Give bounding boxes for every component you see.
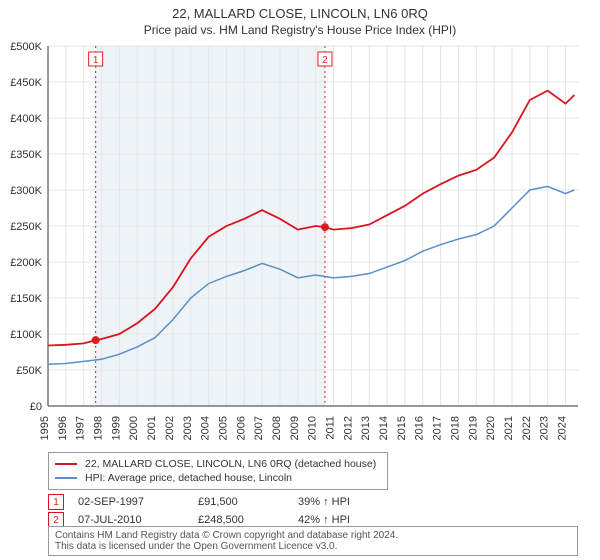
footer: Contains HM Land Registry data © Crown c… xyxy=(48,526,578,556)
svg-text:2016: 2016 xyxy=(414,416,426,440)
sale-row: 1 02-SEP-1997 £91,500 39% ↑ HPI xyxy=(48,494,578,510)
chart-title: 22, MALLARD CLOSE, LINCOLN, LN6 0RQ xyxy=(0,0,600,21)
svg-text:2013: 2013 xyxy=(360,416,372,440)
svg-text:£200K: £200K xyxy=(10,257,42,269)
sale-delta: 42% ↑ HPI xyxy=(298,514,350,526)
svg-text:1997: 1997 xyxy=(75,416,87,440)
chart-svg: £0£50K£100K£150K£200K£250K£300K£350K£400… xyxy=(48,46,578,406)
svg-text:1996: 1996 xyxy=(57,416,69,440)
svg-text:1999: 1999 xyxy=(110,416,122,440)
sale-delta: 39% ↑ HPI xyxy=(298,496,350,508)
legend-swatch xyxy=(55,463,77,465)
svg-text:1: 1 xyxy=(93,55,99,66)
sale-price: £248,500 xyxy=(198,514,298,526)
svg-text:2001: 2001 xyxy=(146,416,158,440)
legend-item: 22, MALLARD CLOSE, LINCOLN, LN6 0RQ (det… xyxy=(55,457,381,471)
svg-text:2022: 2022 xyxy=(521,416,533,440)
svg-text:2003: 2003 xyxy=(182,416,194,440)
svg-text:2009: 2009 xyxy=(289,416,301,440)
svg-text:2007: 2007 xyxy=(253,416,265,440)
sale-price: £91,500 xyxy=(198,496,298,508)
x-axis: 1995 1996 1997 1998 1999 2000 2001 2002 2003 2004… xyxy=(0,406,600,450)
sale-date: 02-SEP-1997 xyxy=(78,496,198,508)
svg-text:£450K: £450K xyxy=(10,77,42,89)
svg-text:£350K: £350K xyxy=(10,149,42,161)
svg-text:2: 2 xyxy=(322,55,328,66)
legend: 22, MALLARD CLOSE, LINCOLN, LN6 0RQ (det… xyxy=(48,452,388,490)
svg-text:£250K: £250K xyxy=(10,221,42,233)
svg-text:2024: 2024 xyxy=(557,416,569,440)
svg-text:£300K: £300K xyxy=(10,185,42,197)
svg-text:2006: 2006 xyxy=(235,416,247,440)
legend-label: HPI: Average price, detached house, Linc… xyxy=(85,472,292,484)
svg-text:2015: 2015 xyxy=(396,416,408,440)
svg-text:2021: 2021 xyxy=(503,416,515,440)
svg-text:2012: 2012 xyxy=(342,416,354,440)
svg-text:2014: 2014 xyxy=(378,416,390,440)
sale-badge: 1 xyxy=(48,494,64,510)
svg-text:2019: 2019 xyxy=(467,416,479,440)
svg-text:2008: 2008 xyxy=(271,416,283,440)
svg-text:2020: 2020 xyxy=(485,416,497,440)
svg-text:1995: 1995 xyxy=(39,416,51,440)
svg-text:2010: 2010 xyxy=(307,416,319,440)
svg-text:2002: 2002 xyxy=(164,416,176,440)
svg-text:2017: 2017 xyxy=(432,416,444,440)
svg-text:£150K: £150K xyxy=(10,293,42,305)
svg-text:2023: 2023 xyxy=(539,416,551,440)
svg-text:£50K: £50K xyxy=(16,365,42,377)
svg-text:2018: 2018 xyxy=(449,416,461,440)
svg-text:2004: 2004 xyxy=(200,416,212,440)
svg-text:2011: 2011 xyxy=(325,416,337,440)
sale-date: 07-JUL-2010 xyxy=(78,514,198,526)
chart-container: 22, MALLARD CLOSE, LINCOLN, LN6 0RQ Pric… xyxy=(0,0,600,560)
legend-item: HPI: Average price, detached house, Linc… xyxy=(55,471,381,485)
svg-text:2005: 2005 xyxy=(217,416,229,440)
svg-text:£100K: £100K xyxy=(10,329,42,341)
footer-line: Contains HM Land Registry data © Crown c… xyxy=(55,530,571,541)
legend-swatch xyxy=(55,477,77,479)
legend-label: 22, MALLARD CLOSE, LINCOLN, LN6 0RQ (det… xyxy=(85,458,376,470)
svg-text:£500K: £500K xyxy=(10,41,42,53)
chart-subtitle: Price paid vs. HM Land Registry's House … xyxy=(0,21,600,43)
svg-text:2000: 2000 xyxy=(128,416,140,440)
footer-line: This data is licensed under the Open Gov… xyxy=(55,541,571,552)
plot-area: £0£50K£100K£150K£200K£250K£300K£350K£400… xyxy=(48,46,578,406)
svg-text:1998: 1998 xyxy=(93,416,105,440)
svg-text:£400K: £400K xyxy=(10,113,42,125)
